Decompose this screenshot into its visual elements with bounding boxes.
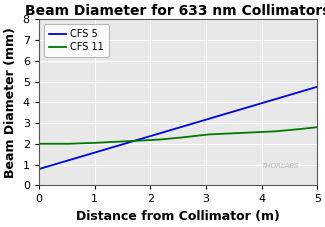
CFS 5 xyxy=(292,92,295,95)
CFS 11 xyxy=(96,141,99,144)
Line: CFS 5: CFS 5 xyxy=(39,87,317,169)
CFS 5 xyxy=(111,146,115,148)
CFS 11 xyxy=(229,132,233,135)
CFS 11 xyxy=(68,142,72,145)
CFS 11 xyxy=(296,128,300,131)
CFS 11 xyxy=(207,133,211,136)
CFS 5 xyxy=(54,163,58,165)
CFS 11 xyxy=(157,138,161,141)
Title: Beam Diameter for 633 nm Collimators: Beam Diameter for 633 nm Collimators xyxy=(25,4,325,18)
CFS 11 xyxy=(157,138,161,141)
CFS 11 xyxy=(296,128,300,131)
CFS 5 xyxy=(89,152,93,155)
CFS 11 xyxy=(274,130,278,133)
CFS 11 xyxy=(37,142,41,145)
CFS 11 xyxy=(274,130,278,133)
CFS 11 xyxy=(96,141,99,144)
CFS 11 xyxy=(179,136,183,139)
Text: THORLABS: THORLABS xyxy=(262,163,299,169)
CFS 5 xyxy=(48,164,52,167)
CFS 11 xyxy=(37,142,41,145)
CFS 11 xyxy=(207,133,211,136)
CFS 11 xyxy=(251,131,255,134)
CFS 11 xyxy=(179,136,183,139)
Legend: CFS 5, CFS 11: CFS 5, CFS 11 xyxy=(44,24,109,57)
CFS 11 xyxy=(315,126,319,128)
X-axis label: Distance from Collimator (m): Distance from Collimator (m) xyxy=(76,210,280,223)
CFS 11 xyxy=(229,132,233,135)
CFS 5 xyxy=(301,89,305,92)
Y-axis label: Beam Diameter (mm): Beam Diameter (mm) xyxy=(4,27,17,178)
CFS 5 xyxy=(37,168,41,170)
CFS 5 xyxy=(315,85,319,88)
CFS 11 xyxy=(68,142,72,145)
CFS 11 xyxy=(251,131,255,134)
Line: CFS 11: CFS 11 xyxy=(39,127,317,144)
